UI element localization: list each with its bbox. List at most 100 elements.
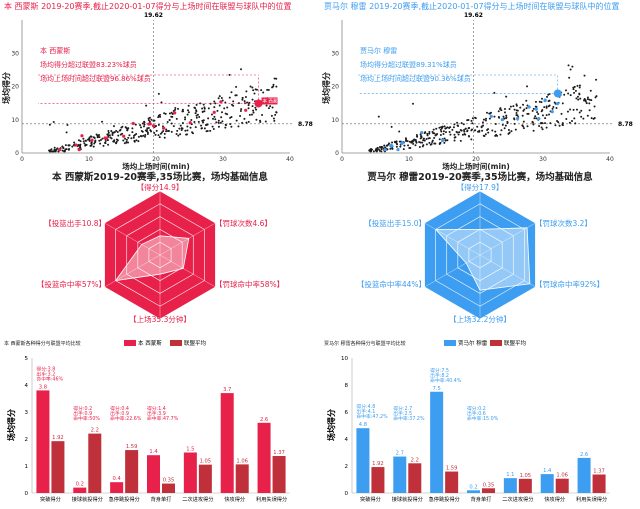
scatter-point — [64, 144, 67, 147]
scatter-point — [128, 134, 131, 137]
scatter-point — [494, 134, 497, 137]
scatter-point — [165, 130, 168, 133]
scatter-point — [262, 91, 265, 94]
scatter-point — [207, 107, 210, 110]
scatter-point — [454, 136, 457, 139]
bar-player — [577, 457, 591, 493]
scatter-point — [476, 130, 479, 133]
scatter-point — [555, 106, 558, 109]
scatter-point — [220, 96, 223, 99]
reference-value-right: 8.78 — [298, 121, 313, 128]
note-player-name: 贾马尔 穆雷 — [360, 46, 397, 55]
scatter-point — [189, 126, 192, 129]
bar-y-tick-label: 0 — [345, 491, 349, 497]
scatter-point — [94, 139, 97, 142]
scatter-point — [253, 92, 256, 95]
scatter-point — [163, 136, 166, 139]
scatter-point — [588, 102, 591, 105]
scatter-point — [96, 134, 99, 137]
x-tick-label: 0 — [340, 156, 344, 163]
scatter-point — [107, 143, 110, 146]
scatter-point — [211, 117, 214, 120]
scatter-point — [580, 109, 583, 112]
team-point — [550, 110, 554, 114]
scatter-point — [200, 127, 203, 130]
scatter-point — [456, 121, 459, 124]
scatter-point — [127, 127, 130, 130]
scatter-point — [217, 119, 220, 122]
team-point — [244, 108, 248, 112]
scatter-point — [459, 139, 462, 142]
scatter-point — [176, 129, 179, 132]
scatter-point — [540, 121, 543, 124]
bar-player — [393, 456, 407, 493]
scatter-point — [531, 121, 534, 124]
scatter-point — [540, 126, 543, 129]
scatter-point — [243, 100, 246, 103]
highlight-point-label: 本 西蒙斯 — [263, 97, 283, 104]
scatter-point — [148, 120, 151, 123]
scatter-point — [419, 137, 422, 140]
scatter-point — [494, 130, 497, 133]
scatter-point — [533, 117, 536, 120]
scatter-point — [507, 132, 510, 135]
bar-value-label: 0.2 — [76, 482, 84, 488]
scatter-point — [117, 134, 120, 137]
highlight-point — [553, 89, 562, 98]
scatter-point — [162, 130, 165, 133]
scatter-point — [195, 103, 198, 106]
scatter-point — [438, 126, 441, 129]
scatter-point — [92, 145, 95, 148]
scatter-point — [147, 117, 150, 120]
scatter-point — [561, 102, 564, 105]
scatter-point — [115, 142, 118, 145]
team-point — [383, 148, 387, 152]
scatter-point — [503, 127, 506, 130]
scatter-point — [467, 118, 470, 121]
legend-label-league: 联盟平均 — [184, 339, 207, 347]
bar-annotation: 出手:0.9 — [110, 410, 129, 417]
scatter-point — [572, 86, 575, 89]
scatter-point — [513, 118, 516, 121]
scatter-point — [504, 124, 507, 127]
scatter-point — [526, 112, 529, 115]
scatter-point — [168, 118, 171, 121]
scatter-point — [121, 132, 124, 135]
scatter-point — [177, 134, 180, 137]
scatter-point — [166, 129, 169, 132]
scatter-point — [574, 89, 577, 92]
radar-spoke — [424, 254, 481, 288]
scatter-point — [525, 99, 528, 102]
scatter-point — [267, 89, 270, 92]
scatter-point — [260, 89, 263, 92]
note-points-rank: 场均得分超过联盟89.31%球员 — [360, 60, 457, 69]
legend-swatch-league — [170, 340, 182, 346]
scatter-point — [522, 103, 525, 106]
scatter-point — [198, 116, 201, 119]
scatter-point — [214, 118, 217, 121]
scatter-point — [264, 120, 267, 123]
scatter-point — [157, 92, 160, 95]
scatter-point — [405, 138, 408, 141]
bar-league-average — [518, 478, 532, 493]
bar-player — [467, 490, 480, 493]
y-tick-label: 30 — [11, 50, 19, 57]
scatter-point — [269, 105, 272, 108]
scatter-point — [421, 141, 424, 144]
scatter-point — [422, 139, 425, 142]
scatter-point — [386, 144, 389, 147]
scatter-point — [521, 114, 524, 117]
scatter-point — [404, 137, 407, 140]
team-point — [74, 143, 78, 147]
bar-value-label: 1.1 — [506, 472, 514, 478]
team-point — [151, 124, 156, 128]
scatter-point — [484, 119, 487, 122]
left-player-panel: 本 西蒙斯 2019-20赛季,截止2020-01-07得分与上场时间在联盟与球… — [1, 1, 313, 503]
scatter-point — [182, 110, 185, 113]
scatter-point — [193, 120, 196, 123]
bar-value-label: 0.35 — [483, 482, 495, 488]
scatter-point — [480, 126, 483, 129]
scatter-point — [375, 150, 378, 153]
scatter-point — [442, 130, 445, 133]
bar-annotation: 命中率:37.2% — [393, 415, 425, 422]
